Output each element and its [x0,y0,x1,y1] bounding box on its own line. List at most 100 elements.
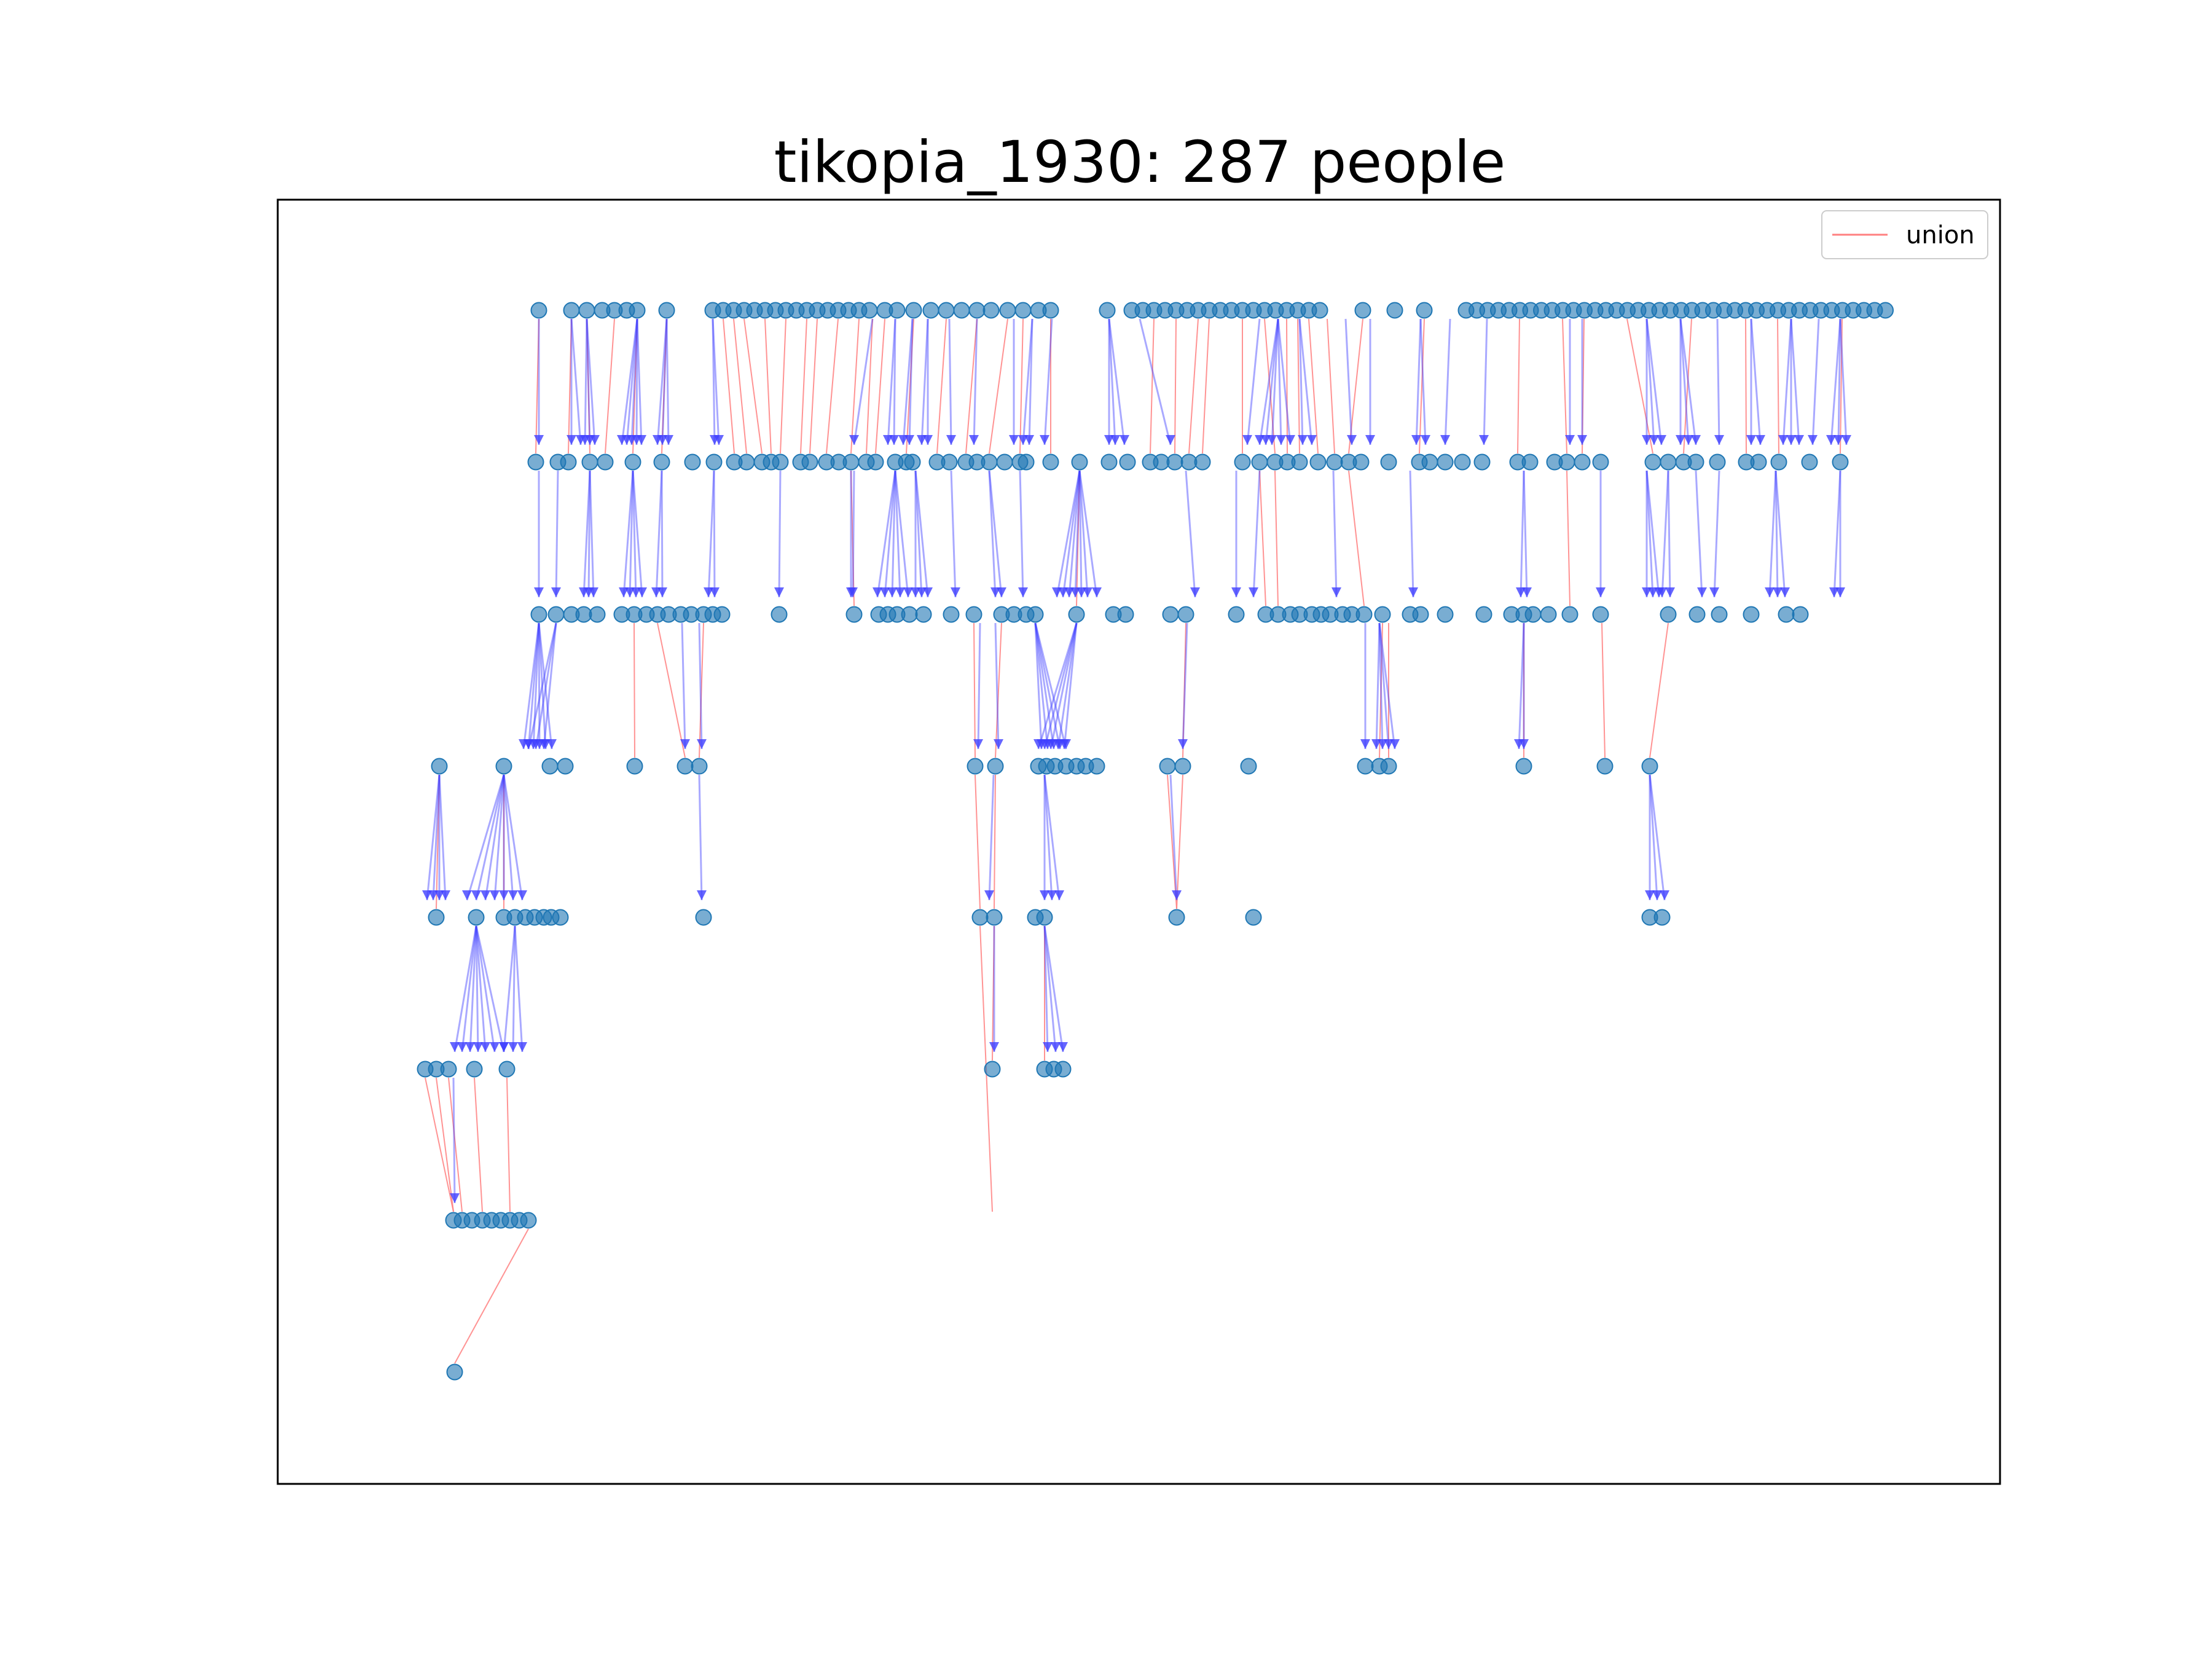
person-node [495,758,512,775]
person-node [626,758,643,775]
person-node [1561,606,1579,623]
descent-edge [1645,470,1660,598]
descent-arrowhead [1411,435,1421,445]
descent-arrowhead [1808,435,1818,445]
descent-arrow [1365,319,1375,445]
descent-arrow [1577,319,1587,445]
descent-edge [1344,318,1353,445]
descent-arrowhead [973,739,983,749]
descent-arrow [475,925,490,1053]
descent-edge [1649,774,1658,901]
descent-edge [1037,622,1078,750]
descent-arrowhead [1773,587,1783,597]
descent-edge [1028,318,1033,445]
descent-edge [438,774,447,901]
descent-arrow [969,318,979,445]
person-node [1355,606,1373,623]
descent-arrowhead [1684,435,1693,445]
descent-edge [475,925,505,1053]
union-edge [1777,318,1779,454]
descent-arrow [1043,774,1057,901]
descent-edge [426,774,441,901]
union-edge [875,318,885,454]
descent-edge [522,622,540,750]
person-node [552,909,569,926]
descent-arrowhead [1709,587,1719,597]
descent-arrowhead [1519,739,1529,749]
person-node [1088,758,1105,775]
person-node [967,758,984,775]
descent-edge [466,774,505,901]
descent-edge [988,774,995,901]
descent-arrow [438,774,450,901]
descent-arrow [1298,318,1308,445]
descent-arrowhead [969,435,979,445]
descent-edge [538,622,553,750]
union-edge [632,318,638,454]
descent-edge [977,622,981,750]
union-edge [1019,318,1024,454]
person-node [1162,606,1179,623]
descent-edge [1139,318,1172,445]
descent-edge [920,318,929,445]
descent-edge [1062,470,1081,598]
descent-edge [1043,925,1057,1053]
descent-edge [1034,622,1049,750]
descent-edge [538,622,547,750]
person-node [1437,453,1454,471]
descent-arrowhead [880,587,890,597]
descent-edge [1667,470,1671,598]
descent-edge [1043,925,1064,1053]
descent-arrowhead [984,890,994,900]
descent-edge [621,318,638,445]
descent-arrow [657,470,667,598]
descent-arrowhead [994,739,1003,749]
union-edge [1517,318,1520,454]
descent-edge [1265,318,1279,445]
descent-edge [1409,470,1414,598]
descent-arrowhead [1657,587,1667,597]
descent-edge [1750,318,1762,445]
descent-arrowhead [1697,587,1707,597]
person-node [1240,758,1257,775]
descent-edge [1063,622,1078,750]
descent-arrowhead [1058,1042,1068,1052]
descent-arrow [475,925,500,1053]
person-node [446,1363,463,1381]
descent-edge [1811,318,1820,445]
descent-arrow [1249,470,1261,598]
descent-arrow [904,318,914,445]
union-edge [1259,470,1266,606]
descent-edge [1790,318,1800,445]
descent-arrowhead [1778,435,1788,445]
descent-arrow [887,470,897,598]
descent-arrowhead [1231,587,1241,597]
union-edges [425,318,1843,1364]
person-node [1475,606,1492,623]
union-edge [1649,622,1669,758]
descent-arrow [697,622,707,750]
person-node [530,606,547,623]
descent-arrow [490,774,505,901]
union-edge [699,622,704,758]
descent-arrowhead [1083,587,1092,597]
descent-arrowhead [1765,587,1775,597]
person-node [597,453,614,471]
descent-edge [589,470,595,598]
descent-edge [630,318,638,445]
person-node [560,453,577,471]
person-node [842,453,860,471]
descent-arrowhead [450,1193,460,1203]
descent-arrowhead [1755,435,1765,445]
descent-edge [1695,470,1703,598]
person-node [1641,758,1658,775]
descent-edge [1049,622,1078,750]
union-edge [850,470,855,606]
person-node [968,302,986,319]
descent-edge [665,318,670,445]
descent-edge [1034,622,1043,750]
descent-arrow [450,1077,460,1204]
descent-arrowhead [1024,435,1034,445]
descent-arrowhead [664,435,673,445]
